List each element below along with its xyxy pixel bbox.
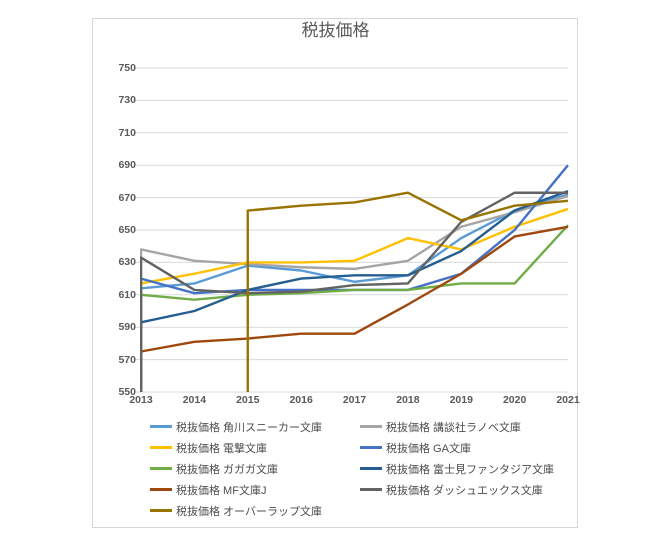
y-axis-tick: 750	[118, 62, 136, 74]
legend-color-swatch-icon	[150, 446, 172, 449]
legend-item-label: 税抜価格 角川スニーカー文庫	[176, 421, 323, 434]
legend-color-swatch-icon	[150, 467, 172, 470]
legend-item-label: 税抜価格 富士見ファンタジア文庫	[386, 463, 555, 476]
y-axis-tick-labels: 750 730 710 690 670 650 630 610 590 570 550	[96, 0, 136, 545]
legend-item[interactable]: 税抜価格 角川スニーカー文庫	[150, 419, 360, 435]
legend-color-swatch-icon	[360, 467, 382, 470]
series-line	[140, 194, 569, 392]
legend-row: 税抜価格 電撃文庫 税抜価格 GA文庫	[150, 437, 570, 458]
legend-item[interactable]: 税抜価格 MF文庫J	[150, 482, 360, 498]
y-axis-tick: 550	[118, 386, 136, 398]
legend-item-label: 税抜価格 MF文庫J	[176, 484, 267, 497]
legend-item[interactable]: 税抜価格 電撃文庫	[150, 440, 360, 456]
legend-item[interactable]: 税抜価格 GA文庫	[360, 440, 570, 456]
series-line	[140, 164, 569, 392]
x-axis-tick: 2016	[289, 394, 313, 406]
x-axis-tick: 2019	[449, 394, 473, 406]
legend-item-label: 税抜価格 講談社ラノベ文庫	[386, 421, 521, 434]
series-line	[140, 189, 569, 392]
legend-item[interactable]: 税抜価格 富士見ファンタジア文庫	[360, 461, 570, 477]
legend-item[interactable]: 税抜価格 ガガガ文庫	[150, 461, 360, 477]
series-line	[140, 224, 569, 392]
legend-color-swatch-icon	[150, 509, 172, 512]
series-line	[140, 191, 568, 392]
y-axis-tick: 590	[118, 321, 136, 334]
y-axis-tick: 570	[118, 353, 136, 366]
series-line	[140, 207, 569, 392]
y-axis-tick: 610	[118, 288, 136, 301]
y-axis-tick: 670	[118, 191, 136, 204]
y-axis-tick: 710	[118, 126, 136, 139]
chart-frame	[92, 18, 578, 528]
legend-color-swatch-icon	[360, 488, 382, 491]
y-axis-tick: 730	[118, 94, 136, 107]
legend-row: 税抜価格 角川スニーカー文庫 税抜価格 講談社ラノベ文庫	[150, 416, 570, 437]
series-line	[140, 225, 569, 392]
x-axis-tick: 2020	[502, 394, 527, 406]
y-axis-tick: 690	[118, 159, 136, 172]
legend-row: 税抜価格 ガガガ文庫 税抜価格 富士見ファンタジア文庫	[150, 458, 570, 479]
chart-title: 税抜価格	[301, 21, 370, 40]
legend-item-label: 税抜価格 電撃文庫	[176, 442, 268, 455]
gridlines	[133, 67, 568, 393]
x-axis-tick: 2013	[129, 394, 153, 406]
x-axis-tick: 2015	[236, 394, 260, 406]
y-axis-tick: 630	[118, 256, 136, 269]
legend-item-label: 税抜価格 GA文庫	[386, 442, 471, 455]
x-axis-tick: 2018	[396, 394, 420, 406]
legend-color-swatch-icon	[150, 425, 172, 428]
x-axis-tick: 2017	[342, 394, 367, 406]
legend-item-label: 税抜価格 オーバーラップ文庫	[176, 505, 322, 518]
legend-color-swatch-icon	[360, 446, 382, 449]
x-axis-tick: 2021	[556, 394, 580, 406]
chart-legend: 税抜価格 角川スニーカー文庫 税抜価格 講談社ラノベ文庫 税抜価格 電撃文庫 税抜価格…	[150, 416, 570, 521]
y-axis-tick: 650	[118, 224, 136, 236]
legend-item[interactable]: 税抜価格 オーバーラップ文庫	[150, 503, 360, 519]
legend-item[interactable]: 税抜価格 ダッシュエックス文庫	[360, 482, 570, 498]
legend-row: 税抜価格 オーバーラップ文庫	[150, 500, 570, 521]
legend-item-label: 税抜価格 ダッシュエックス文庫	[386, 484, 543, 497]
legend-color-swatch-icon	[360, 425, 382, 428]
legend-item-label: 税抜価格 ガガガ文庫	[176, 463, 279, 476]
legend-color-swatch-icon	[150, 488, 172, 491]
legend-row: 税抜価格 MF文庫J 税抜価格 ダッシュエックス文庫	[150, 479, 570, 500]
legend-item[interactable]: 税抜価格 講談社ラノベ文庫	[360, 419, 570, 435]
x-axis-tick: 2014	[182, 394, 207, 406]
series-line	[246, 191, 569, 392]
